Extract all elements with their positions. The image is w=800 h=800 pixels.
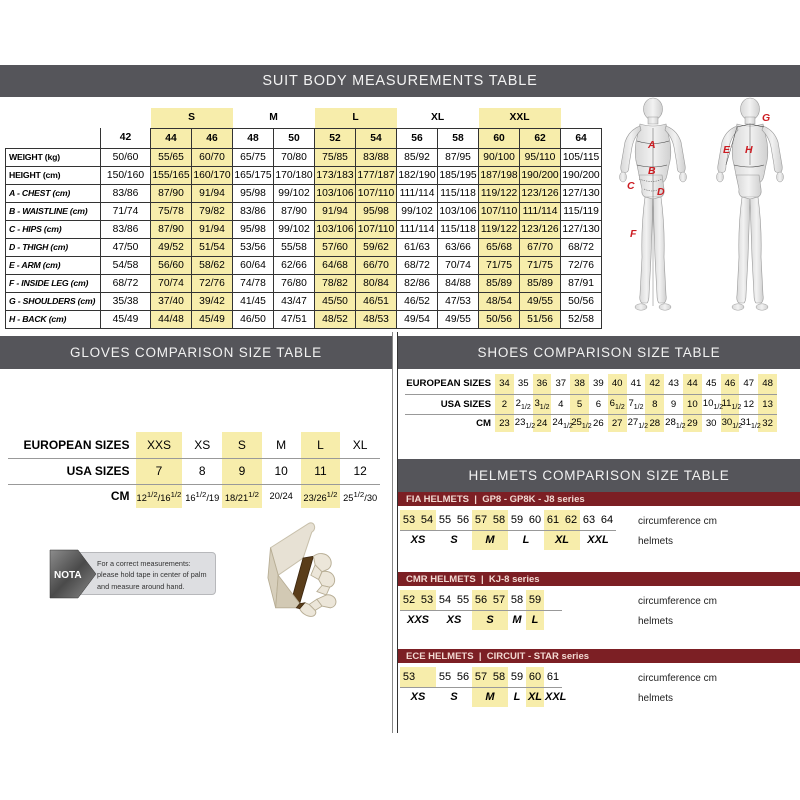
svg-text:A: A xyxy=(647,139,656,151)
svg-text:NOTA: NOTA xyxy=(54,570,82,581)
svg-text:C: C xyxy=(627,180,635,192)
svg-text:E: E xyxy=(723,144,731,156)
svg-text:G: G xyxy=(762,112,770,124)
svg-text:F: F xyxy=(630,228,637,240)
svg-text:D: D xyxy=(657,186,665,198)
svg-text:B: B xyxy=(648,165,656,177)
svg-text:H: H xyxy=(745,144,753,156)
